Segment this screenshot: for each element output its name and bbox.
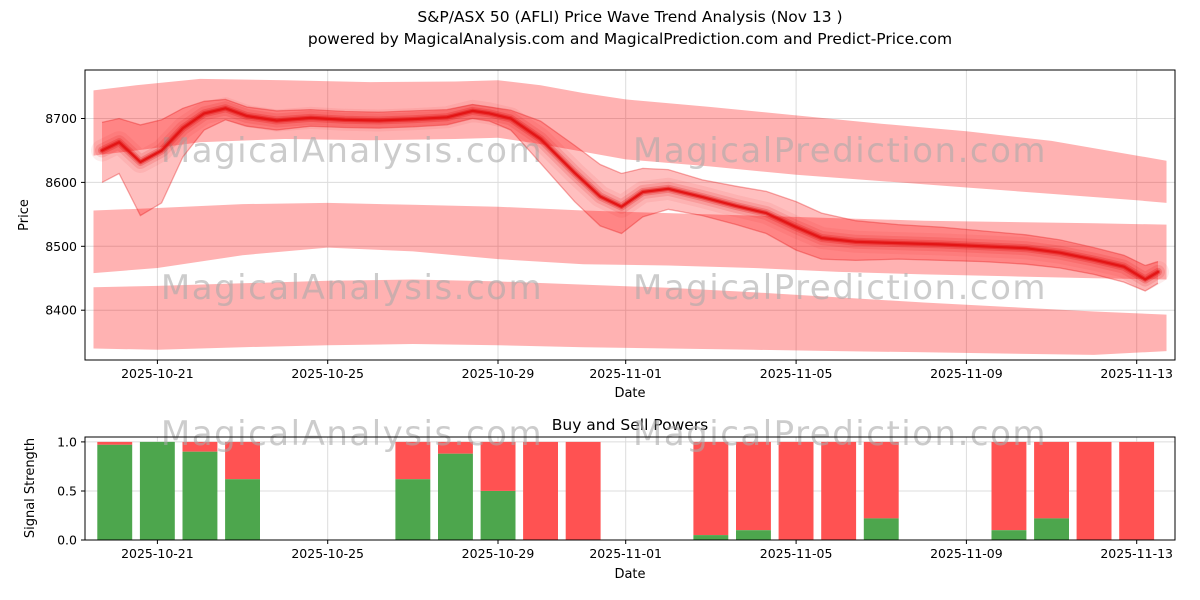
sell-power-bar xyxy=(565,441,601,540)
buy-power-bar xyxy=(182,451,218,540)
buy-power-bar xyxy=(1034,518,1069,540)
sell-power-bar xyxy=(1034,441,1069,519)
power-x-tick-label: 2025-11-05 xyxy=(760,546,833,561)
watermark: MagicalPrediction.com xyxy=(633,268,1047,308)
price-y-tick-label: 8600 xyxy=(45,175,77,190)
price-x-tick-label: 2025-11-13 xyxy=(1100,366,1173,381)
buy-power-bar xyxy=(225,479,260,540)
price-x-tick-label: 2025-10-25 xyxy=(291,366,364,381)
buy-power-bar xyxy=(139,441,175,540)
power-plot-border xyxy=(84,436,1176,541)
forecast-ghost-line xyxy=(101,117,1159,292)
buy-power-bar xyxy=(97,444,133,540)
price-x-tick-label: 2025-11-09 xyxy=(930,366,1003,381)
figure-subtitle: powered by MagicalAnalysis.com and Magic… xyxy=(308,30,952,48)
price-chart: MagicalAnalysis.com MagicalPrediction.com… xyxy=(45,69,1176,381)
power-x-axis-label: Date xyxy=(614,567,645,582)
sell-power-bar xyxy=(1076,441,1112,540)
price-x-tick-label: 2025-10-29 xyxy=(462,366,535,381)
price-y-axis-label: Price xyxy=(17,199,32,231)
price-trend-line xyxy=(100,107,1160,281)
power-y-tick-label: 0.5 xyxy=(57,484,77,499)
forecast-ghost-line xyxy=(101,98,1159,267)
price-y-tick-label: 8400 xyxy=(45,303,77,318)
price-x-axis-label: Date xyxy=(614,386,645,401)
price-plot-border xyxy=(84,69,1176,361)
sell-power-bar xyxy=(438,441,473,454)
buy-power-bar xyxy=(736,530,771,540)
upper-forecast-band xyxy=(93,78,1167,203)
buy-power-bar xyxy=(480,491,516,540)
sell-power-bar xyxy=(182,441,218,452)
sell-power-bar xyxy=(480,441,516,491)
price-x-tick-label: 2025-11-01 xyxy=(589,366,662,381)
middle-forecast-band xyxy=(93,202,1167,280)
buy-power-bar xyxy=(863,518,899,540)
sell-power-bar xyxy=(736,441,771,531)
sell-power-bar xyxy=(991,441,1027,531)
buy-power-bar xyxy=(991,530,1027,540)
watermark: MagicalAnalysis.com xyxy=(161,268,543,308)
power-x-tick-label: 2025-10-21 xyxy=(121,546,194,561)
power-chart: MagicalAnalysis.com MagicalPrediction.com… xyxy=(57,414,1176,561)
sell-power-bar xyxy=(863,441,899,519)
sell-power-bar xyxy=(778,441,814,540)
sell-power-bar xyxy=(225,441,260,480)
sell-power-bar xyxy=(1119,441,1155,540)
sell-power-bar xyxy=(97,441,133,445)
lower-forecast-band xyxy=(93,279,1167,355)
sell-power-bar xyxy=(821,441,857,540)
power-y-tick-label: 0.0 xyxy=(57,533,77,548)
sell-power-bar xyxy=(395,441,431,480)
sell-power-bar xyxy=(523,441,558,540)
price-x-tick-label: 2025-10-21 xyxy=(121,366,194,381)
figure-title: S&P/ASX 50 (AFLI) Price Wave Trend Analy… xyxy=(417,8,842,26)
power-y-axis-label: Signal Strength xyxy=(23,438,38,538)
buy-power-bar xyxy=(395,479,431,540)
sell-power-bar xyxy=(693,441,729,536)
power-y-tick-label: 1.0 xyxy=(57,434,77,449)
power-x-tick-label: 2025-11-01 xyxy=(589,546,662,561)
power-x-tick-label: 2025-11-13 xyxy=(1100,546,1173,561)
buy-power-bar xyxy=(438,453,473,540)
watermark: MagicalAnalysis.com xyxy=(161,131,543,171)
power-x-tick-label: 2025-11-09 xyxy=(930,546,1003,561)
watermark: MagicalAnalysis.com xyxy=(161,414,543,454)
price-y-tick-label: 8700 xyxy=(45,111,77,126)
power-x-tick-label: 2025-10-25 xyxy=(291,546,364,561)
watermark: MagicalPrediction.com xyxy=(633,414,1047,454)
power-x-tick-label: 2025-10-29 xyxy=(462,546,535,561)
watermark: MagicalPrediction.com xyxy=(633,131,1047,171)
power-chart-title: Buy and Sell Powers xyxy=(552,416,709,434)
price-x-tick-label: 2025-11-05 xyxy=(760,366,833,381)
price-y-tick-label: 8500 xyxy=(45,239,77,254)
buy-power-bar xyxy=(693,535,729,540)
